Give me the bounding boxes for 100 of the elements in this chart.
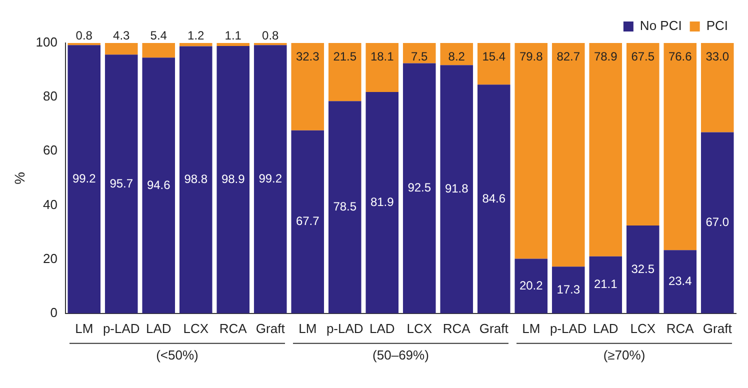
data-label: 81.9 bbox=[370, 194, 394, 209]
text: (≥70%) bbox=[603, 347, 646, 362]
bar bbox=[589, 256, 622, 314]
data-label: 94.6 bbox=[146, 178, 171, 192]
bar bbox=[514, 43, 548, 259]
x-tick-label: Graft bbox=[702, 320, 732, 336]
text: (<50%) bbox=[156, 347, 198, 362]
bar bbox=[552, 266, 585, 314]
bar bbox=[477, 43, 510, 85]
x-tick-label: LM bbox=[298, 320, 317, 336]
data-label: 4.3 bbox=[113, 28, 130, 42]
bar bbox=[402, 43, 436, 64]
bar bbox=[216, 46, 250, 314]
data-label: 67.0 bbox=[706, 215, 730, 230]
bar bbox=[328, 43, 362, 102]
bar bbox=[366, 92, 399, 314]
x-tick-label: p-LAD bbox=[102, 320, 140, 336]
bar bbox=[142, 43, 176, 58]
x-tick-label: LCX bbox=[630, 320, 656, 336]
x-tick-label: RCA bbox=[666, 320, 694, 336]
bar bbox=[700, 132, 734, 314]
bar bbox=[626, 43, 660, 226]
bar bbox=[402, 63, 436, 314]
x-tick-label: p-LAD bbox=[326, 320, 364, 336]
bar bbox=[514, 258, 548, 314]
bar bbox=[291, 43, 324, 130]
y-tick-label: 60 bbox=[43, 142, 58, 158]
y-axis-title: % bbox=[11, 172, 28, 184]
y-tick-label: 0 bbox=[50, 304, 58, 320]
data-label: 78.9 bbox=[594, 49, 618, 64]
data-label: 76.6 bbox=[668, 49, 692, 64]
data-label: 18.1 bbox=[370, 49, 394, 64]
data-label: 23.4 bbox=[668, 274, 692, 288]
data-label: 5.4 bbox=[150, 28, 168, 42]
bar bbox=[366, 43, 399, 92]
data-label: 98.9 bbox=[221, 172, 246, 186]
text: (50–69%) bbox=[372, 347, 429, 362]
data-label: 79.8 bbox=[519, 49, 544, 64]
bar bbox=[104, 54, 138, 314]
x-tick-label: LM bbox=[75, 320, 94, 336]
x-tick-label: RCA bbox=[219, 320, 248, 336]
data-label: 98.8 bbox=[184, 172, 208, 186]
legend-label: No PCI bbox=[640, 18, 682, 34]
data-label: 15.4 bbox=[482, 49, 506, 64]
bar bbox=[664, 250, 697, 314]
bar bbox=[664, 43, 697, 250]
data-label: 1.2 bbox=[188, 28, 205, 42]
data-label: 78.5 bbox=[333, 200, 357, 214]
data-label: 67.7 bbox=[296, 214, 320, 228]
data-label: 95.7 bbox=[110, 176, 134, 190]
bar bbox=[626, 226, 660, 314]
data-label: 0.8 bbox=[76, 28, 93, 42]
bar bbox=[104, 43, 138, 55]
bar bbox=[589, 43, 622, 256]
data-label: 32.5 bbox=[631, 262, 655, 276]
bar bbox=[216, 43, 250, 46]
bar bbox=[440, 43, 474, 66]
y-tick-label: 100 bbox=[36, 34, 58, 50]
bar bbox=[254, 45, 287, 314]
bar bbox=[440, 65, 474, 314]
bar bbox=[328, 101, 362, 314]
y-tick-label: 80 bbox=[43, 88, 58, 104]
x-tick-label: Graft bbox=[479, 320, 509, 336]
data-label: 82.7 bbox=[556, 49, 580, 64]
data-label: 8.2 bbox=[448, 49, 466, 64]
data-label: 92.5 bbox=[408, 180, 432, 195]
data-label: 32.3 bbox=[296, 49, 320, 64]
x-tick-label: LAD bbox=[592, 320, 618, 336]
data-label: 21.1 bbox=[594, 277, 618, 292]
data-label: 1.1 bbox=[224, 28, 242, 42]
y-tick-label: 20 bbox=[43, 250, 58, 266]
y-tick-label: 40 bbox=[43, 196, 58, 212]
data-label: 0.8 bbox=[262, 28, 280, 42]
x-tick-label: LAD bbox=[146, 320, 172, 336]
x-tick-label: RCA bbox=[442, 320, 471, 336]
x-tick-label: LCX bbox=[406, 320, 432, 336]
bar bbox=[700, 43, 734, 132]
x-tick-label: LM bbox=[522, 320, 540, 336]
data-label: 21.5 bbox=[333, 49, 357, 64]
bar bbox=[179, 43, 212, 46]
bar bbox=[477, 84, 510, 314]
bar bbox=[68, 45, 101, 314]
legend-label: PCI bbox=[706, 18, 728, 34]
data-label: 84.6 bbox=[482, 191, 506, 206]
x-tick-label: LCX bbox=[183, 320, 209, 336]
data-label: 20.2 bbox=[519, 278, 544, 292]
bar bbox=[142, 58, 176, 314]
x-tick-label: LAD bbox=[369, 320, 395, 336]
x-tick-label: p-LAD bbox=[550, 320, 587, 336]
data-label: 17.3 bbox=[556, 282, 580, 296]
bar bbox=[552, 43, 585, 267]
data-label: 91.8 bbox=[444, 182, 469, 196]
bar bbox=[291, 130, 324, 314]
x-tick-label: Graft bbox=[256, 320, 286, 336]
data-label: 99.2 bbox=[72, 172, 96, 186]
data-label: 7.5 bbox=[411, 49, 428, 64]
data-label: 67.5 bbox=[631, 49, 655, 64]
bar bbox=[179, 46, 212, 314]
data-label: 33.0 bbox=[706, 49, 730, 64]
data-label: 99.2 bbox=[258, 172, 282, 186]
